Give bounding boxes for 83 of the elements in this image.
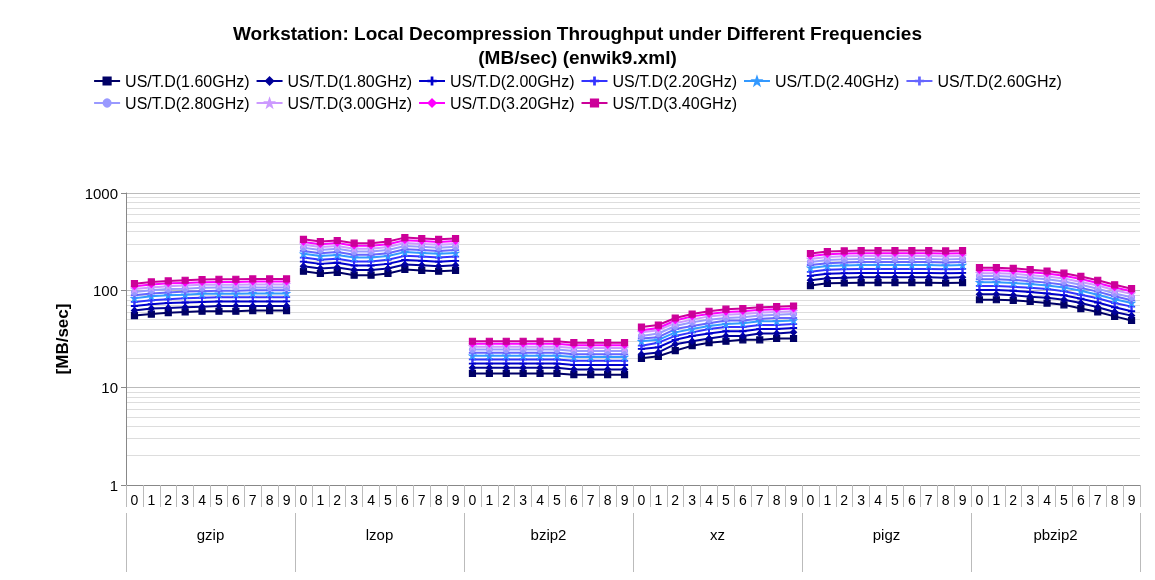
x-tick-label: 4 bbox=[874, 492, 883, 508]
legend-label: US/T.D(2.40GHz) bbox=[774, 72, 900, 90]
text: gzip bbox=[196, 526, 225, 543]
x-tick-label: 0 bbox=[637, 492, 646, 508]
x-tick-label: 8 bbox=[772, 492, 781, 508]
x-tick-label: 1 bbox=[823, 492, 832, 508]
x-tick-label: 2 bbox=[1009, 492, 1018, 508]
x-tick-label: 3 bbox=[1026, 492, 1035, 508]
x-tick-label: 7 bbox=[248, 492, 257, 508]
x-tick-label: 4 bbox=[705, 492, 714, 508]
legend-label: US/T.D(3.20GHz) bbox=[450, 94, 575, 112]
legend-label: US/T.D(2.00GHz) bbox=[450, 72, 575, 90]
x-tick-label: 5 bbox=[1060, 492, 1069, 508]
y-tick-label: 100 bbox=[92, 281, 118, 299]
x-tick-label: 7 bbox=[417, 492, 426, 508]
x-tick-label: 6 bbox=[569, 492, 578, 508]
x-tick-label: 4 bbox=[536, 492, 545, 508]
x-tick-label: 7 bbox=[586, 492, 595, 508]
x-tick-label: 3 bbox=[350, 492, 359, 508]
x-tick-label: 0 bbox=[299, 492, 308, 508]
text: bzip2 bbox=[530, 526, 567, 543]
x-tick-label: 8 bbox=[941, 492, 950, 508]
legend-label: US/T.D(1.60GHz) bbox=[125, 72, 250, 90]
x-tick-label: 1 bbox=[485, 492, 494, 508]
x-tick-label: 9 bbox=[451, 492, 460, 508]
x-tick-label: 4 bbox=[1043, 492, 1052, 508]
x-tick-label: 6 bbox=[738, 492, 747, 508]
x-tick-label: 4 bbox=[198, 492, 207, 508]
x-tick-label: 1 bbox=[654, 492, 663, 508]
x-tick-label: 0 bbox=[130, 492, 139, 508]
x-tick-label: 5 bbox=[384, 492, 393, 508]
legend-label: US/T.D(3.40GHz) bbox=[612, 94, 737, 112]
x-tick-label: 3 bbox=[688, 492, 697, 508]
text: lzop bbox=[365, 526, 394, 543]
x-tick-label: 2 bbox=[840, 492, 849, 508]
legend-label: US/T.D(2.20GHz) bbox=[612, 72, 737, 90]
y-tick-label: 1 bbox=[109, 476, 118, 494]
x-tick-label: 1 bbox=[147, 492, 156, 508]
x-tick-label: 5 bbox=[891, 492, 900, 508]
y-tick-label: 1000 bbox=[84, 184, 118, 202]
y-axis-title: [MB/sec] bbox=[53, 303, 72, 375]
x-tick-label: 5 bbox=[722, 492, 731, 508]
x-tick-label: 7 bbox=[1093, 492, 1102, 508]
x-tick-label: 2 bbox=[502, 492, 511, 508]
x-tick-label: 0 bbox=[806, 492, 815, 508]
x-tick-label: 3 bbox=[181, 492, 190, 508]
x-tick-label: 9 bbox=[789, 492, 798, 508]
legend-label: US/T.D(2.80GHz) bbox=[125, 94, 250, 112]
x-tick-label: 8 bbox=[603, 492, 612, 508]
x-tick-label: 9 bbox=[620, 492, 629, 508]
x-tick-label: 8 bbox=[1110, 492, 1119, 508]
x-tick-label: 0 bbox=[975, 492, 984, 508]
x-tick-label: 5 bbox=[215, 492, 224, 508]
x-tick-label: 9 bbox=[282, 492, 291, 508]
x-tick-label: 3 bbox=[857, 492, 866, 508]
x-tick-label: 1 bbox=[316, 492, 325, 508]
legend-label: US/T.D(2.60GHz) bbox=[937, 72, 1062, 90]
chart-subtitle: (MB/sec) (enwik9.xml) bbox=[478, 46, 677, 68]
x-tick-label: 8 bbox=[434, 492, 443, 508]
x-tick-label: 2 bbox=[671, 492, 680, 508]
y-tick-label: 10 bbox=[101, 379, 118, 397]
text: pbzip2 bbox=[1033, 526, 1078, 543]
text: xz bbox=[710, 526, 725, 543]
x-tick-label: 5 bbox=[553, 492, 562, 508]
chart-title: Workstation: Local Decompression Throughput under Different Frequencies bbox=[232, 22, 923, 44]
x-tick-label: 1 bbox=[992, 492, 1001, 508]
x-tick-label: 9 bbox=[1127, 492, 1136, 508]
x-tick-label: 2 bbox=[164, 492, 173, 508]
legend-label: US/T.D(1.80GHz) bbox=[287, 72, 413, 90]
x-tick-label: 7 bbox=[924, 492, 933, 508]
x-tick-label: 6 bbox=[907, 492, 916, 508]
x-tick-label: 7 bbox=[755, 492, 764, 508]
x-tick-label: 6 bbox=[231, 492, 240, 508]
x-tick-label: 4 bbox=[367, 492, 376, 508]
x-tick-label: 6 bbox=[1076, 492, 1085, 508]
x-tick-label: 9 bbox=[958, 492, 967, 508]
x-tick-label: 0 bbox=[468, 492, 477, 508]
x-tick-label: 3 bbox=[519, 492, 528, 508]
x-tick-label: 8 bbox=[265, 492, 274, 508]
x-tick-label: 6 bbox=[400, 492, 409, 508]
legend-label: US/T.D(3.00GHz) bbox=[287, 94, 413, 112]
text: pigz bbox=[872, 526, 901, 543]
x-tick-label: 2 bbox=[333, 492, 342, 508]
